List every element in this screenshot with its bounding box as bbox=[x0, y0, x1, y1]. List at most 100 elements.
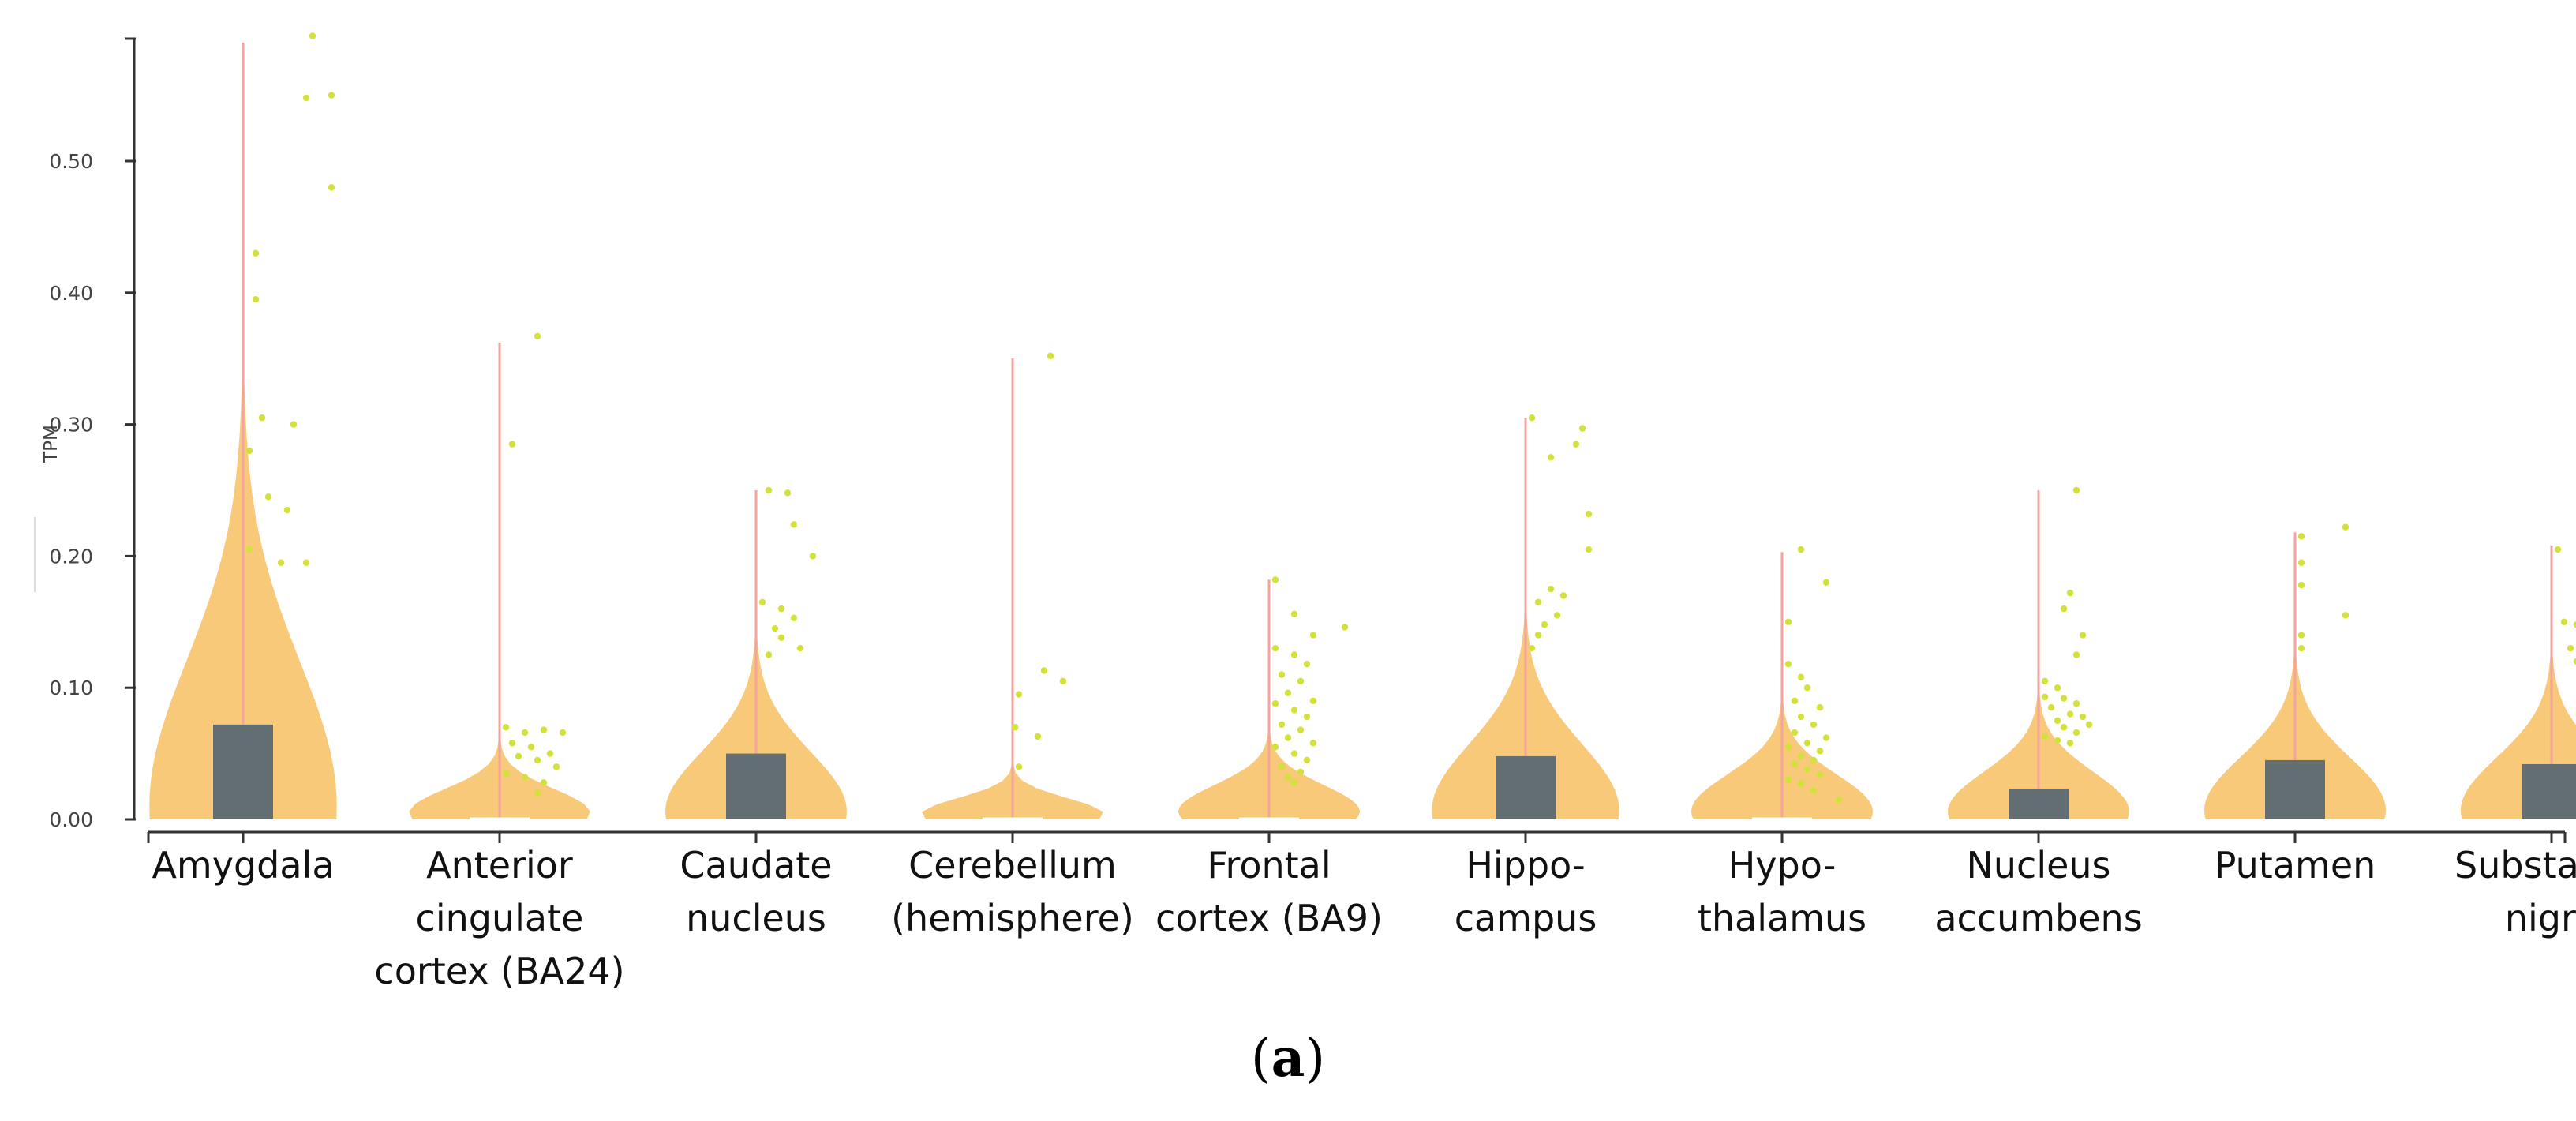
data-point bbox=[2297, 559, 2305, 566]
data-point bbox=[796, 644, 804, 652]
x-tick-label-line: Hippo- bbox=[1466, 844, 1585, 887]
data-point bbox=[1585, 510, 1593, 518]
data-point bbox=[1585, 546, 1593, 553]
median-box-1 bbox=[213, 724, 273, 819]
y-tick-label: 0.50 bbox=[49, 150, 93, 173]
data-point bbox=[1784, 744, 1792, 751]
data-point bbox=[1303, 713, 1311, 721]
data-point bbox=[1559, 592, 1567, 599]
y-tick-label: 0.00 bbox=[49, 808, 93, 831]
x-tick-label-line: Substantia bbox=[2454, 844, 2576, 887]
data-point bbox=[245, 546, 253, 553]
data-point bbox=[2567, 644, 2574, 652]
data-point bbox=[777, 634, 785, 642]
data-point bbox=[559, 729, 567, 737]
data-point bbox=[1572, 441, 1580, 448]
category-labels: Amygdala Anterior cingulate cortex (BA24) Ca… bbox=[147, 832, 2576, 992]
data-point bbox=[1303, 660, 1311, 668]
x-tick-label: Nucleus accumbens bbox=[1934, 844, 2142, 939]
data-point bbox=[2079, 713, 2087, 721]
x-tick-label-line: Anterior bbox=[426, 844, 573, 887]
data-point bbox=[1791, 760, 1799, 768]
data-point bbox=[790, 521, 798, 528]
data-point bbox=[1290, 707, 1298, 714]
data-point bbox=[1309, 632, 1317, 639]
data-point bbox=[2072, 700, 2080, 707]
data-point bbox=[2041, 733, 2049, 740]
data-point bbox=[1012, 724, 1019, 731]
data-point bbox=[1528, 644, 1536, 652]
data-point bbox=[1059, 677, 1067, 685]
x-tick-label-line: Nucleus bbox=[1966, 844, 2110, 887]
data-point bbox=[1553, 612, 1561, 619]
x-tick-label-line: Frontal bbox=[1207, 844, 1331, 887]
data-point bbox=[1309, 697, 1317, 705]
data-point bbox=[765, 651, 773, 658]
data-point bbox=[1534, 632, 1542, 639]
data-point bbox=[1297, 726, 1305, 733]
data-point bbox=[521, 729, 529, 737]
data-point bbox=[1816, 704, 1824, 711]
data-point bbox=[1547, 454, 1555, 461]
data-point bbox=[765, 486, 773, 494]
caption-open: ( bbox=[1251, 1028, 1271, 1089]
data-point bbox=[1797, 752, 1805, 760]
data-point bbox=[2079, 632, 2087, 639]
data-point bbox=[2066, 710, 2074, 718]
data-point bbox=[1810, 721, 1818, 729]
data-point bbox=[771, 624, 779, 632]
data-point bbox=[1297, 677, 1305, 685]
data-point bbox=[1040, 667, 1048, 674]
data-point bbox=[1290, 651, 1298, 658]
data-point bbox=[1284, 774, 1292, 781]
data-point bbox=[1578, 425, 1586, 432]
data-point bbox=[1816, 748, 1824, 755]
data-point bbox=[1015, 691, 1023, 698]
data-point bbox=[1797, 713, 1805, 721]
data-point bbox=[1810, 787, 1818, 794]
data-point bbox=[1797, 673, 1805, 681]
data-point bbox=[2066, 589, 2074, 597]
data-point bbox=[2573, 658, 2576, 665]
x-tick-label: Hippo-campus bbox=[1455, 844, 1597, 939]
data-point bbox=[2085, 721, 2093, 729]
violin-10 bbox=[2461, 546, 2576, 819]
y-tick-label: 0.20 bbox=[49, 545, 93, 568]
data-point bbox=[1271, 744, 1279, 751]
data-point bbox=[1046, 352, 1054, 360]
data-point bbox=[552, 763, 560, 770]
data-point bbox=[2297, 581, 2305, 589]
data-point bbox=[2072, 651, 2080, 658]
data-point bbox=[2054, 684, 2061, 692]
data-point bbox=[784, 489, 792, 497]
axes: TPM bbox=[34, 37, 2565, 834]
y-tick-label: 0.40 bbox=[49, 282, 93, 305]
x-tick-label: Putamen bbox=[2215, 844, 2376, 887]
data-point bbox=[2060, 605, 2068, 613]
data-point bbox=[1290, 610, 1298, 617]
data-point bbox=[758, 598, 766, 605]
data-point bbox=[302, 94, 310, 102]
data-point bbox=[1271, 644, 1279, 652]
data-point bbox=[777, 605, 785, 613]
data-point bbox=[1797, 546, 1805, 553]
data-point bbox=[245, 447, 253, 455]
median-box-6 bbox=[1496, 755, 1556, 819]
data-point bbox=[1835, 796, 1843, 804]
data-point bbox=[515, 752, 522, 760]
data-point bbox=[1547, 585, 1555, 593]
data-point bbox=[1278, 721, 1286, 729]
figure-caption: (a) bbox=[1251, 1027, 1325, 1089]
data-point bbox=[809, 553, 817, 560]
data-point bbox=[1290, 779, 1298, 786]
x-tick-label-line: accumbens bbox=[1934, 897, 2142, 939]
x-tick-label-line: Hypo- bbox=[1728, 844, 1837, 887]
data-point bbox=[2060, 695, 2068, 702]
data-point bbox=[1534, 598, 1542, 605]
data-point bbox=[2041, 677, 2049, 685]
x-tick-label-line: Cerebellum bbox=[908, 844, 1117, 887]
caption-letter: a bbox=[1271, 1027, 1305, 1089]
data-point bbox=[521, 774, 529, 781]
data-point bbox=[2047, 704, 2055, 711]
